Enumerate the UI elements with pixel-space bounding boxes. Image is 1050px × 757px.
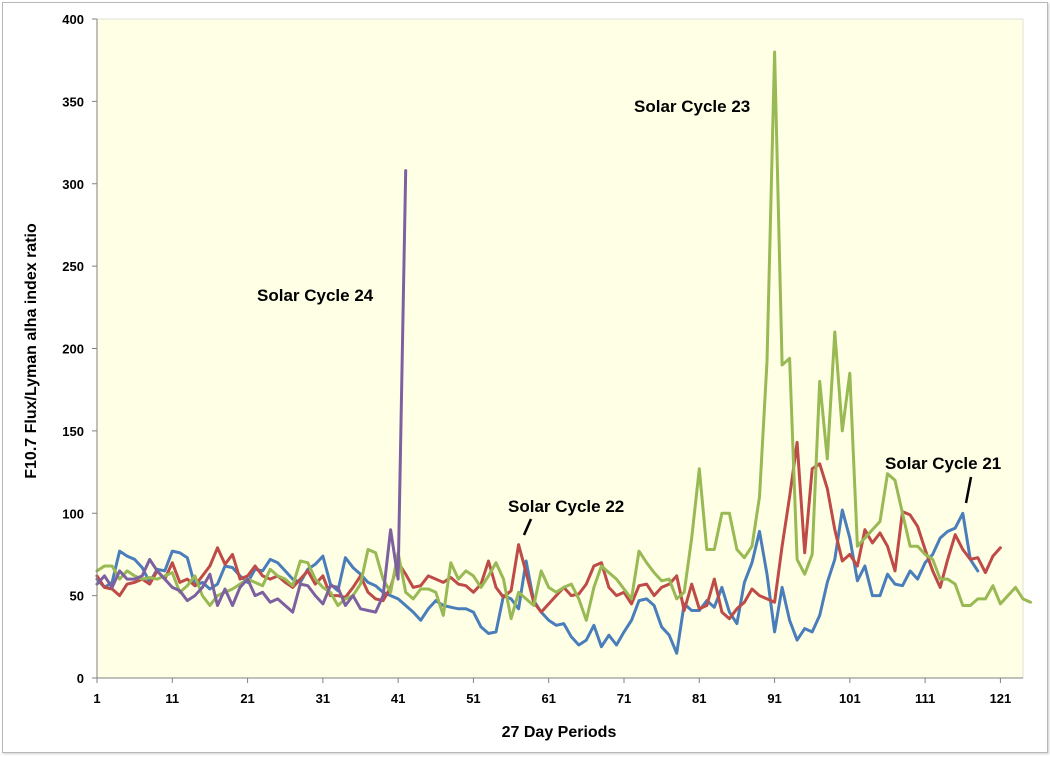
annotation-pointer bbox=[522, 518, 533, 536]
y-tick-label: 50 bbox=[70, 589, 84, 604]
y-tick-label: 0 bbox=[77, 671, 84, 686]
annotation-label: Solar Cycle 21 bbox=[885, 454, 1001, 473]
x-tick-label: 101 bbox=[839, 691, 861, 706]
x-tick-label: 11 bbox=[165, 691, 179, 706]
annotations: Solar Cycle 24 Solar Cycle 23 Solar Cycle … bbox=[257, 97, 1001, 536]
y-tick-label: 350 bbox=[62, 94, 84, 109]
x-tick-label: 121 bbox=[990, 691, 1012, 706]
annotation-label: Solar Cycle 23 bbox=[634, 97, 750, 116]
x-tick-label: 31 bbox=[316, 691, 330, 706]
x-tick-label: 41 bbox=[391, 691, 405, 706]
x-tick-label: 111 bbox=[915, 691, 935, 706]
y-tick-label: 400 bbox=[62, 12, 84, 27]
y-tick-label: 300 bbox=[62, 177, 84, 192]
x-tick-label: 61 bbox=[541, 691, 555, 706]
y-tick-label: 100 bbox=[62, 506, 84, 521]
x-tick-label: 81 bbox=[692, 691, 706, 706]
y-tick-label: 150 bbox=[62, 424, 84, 439]
series-line-purple bbox=[95, 169, 408, 614]
y-tick-label: 200 bbox=[62, 342, 84, 357]
annotation-label: Solar Cycle 24 bbox=[257, 286, 374, 305]
x-tick-label: 71 bbox=[617, 691, 631, 706]
x-tick-label: 1 bbox=[93, 691, 100, 706]
x-tick-label: 21 bbox=[240, 691, 254, 706]
y-tick-label: 250 bbox=[62, 259, 84, 274]
plot-area bbox=[96, 18, 1024, 679]
series-line-red bbox=[95, 440, 1002, 621]
x-axis-ticks: 1 11 21 31 41 51 61 71 81 91 101 111 121 bbox=[93, 678, 1011, 706]
y-axis-ticks: 0 50 100 150 200 250 300 350 400 bbox=[62, 12, 97, 686]
x-tick-label: 51 bbox=[466, 691, 480, 706]
x-tick-label: 91 bbox=[767, 691, 781, 706]
annotation-label: Solar Cycle 22 bbox=[508, 497, 624, 516]
y-axis-title: F10.7 Flux/Lyman alha index ratio bbox=[23, 223, 40, 479]
series-line-green bbox=[95, 50, 1032, 622]
series-layer bbox=[95, 50, 1032, 655]
annotation-pointer bbox=[964, 476, 973, 504]
x-axis-title: 27 Day Periods bbox=[502, 724, 617, 741]
